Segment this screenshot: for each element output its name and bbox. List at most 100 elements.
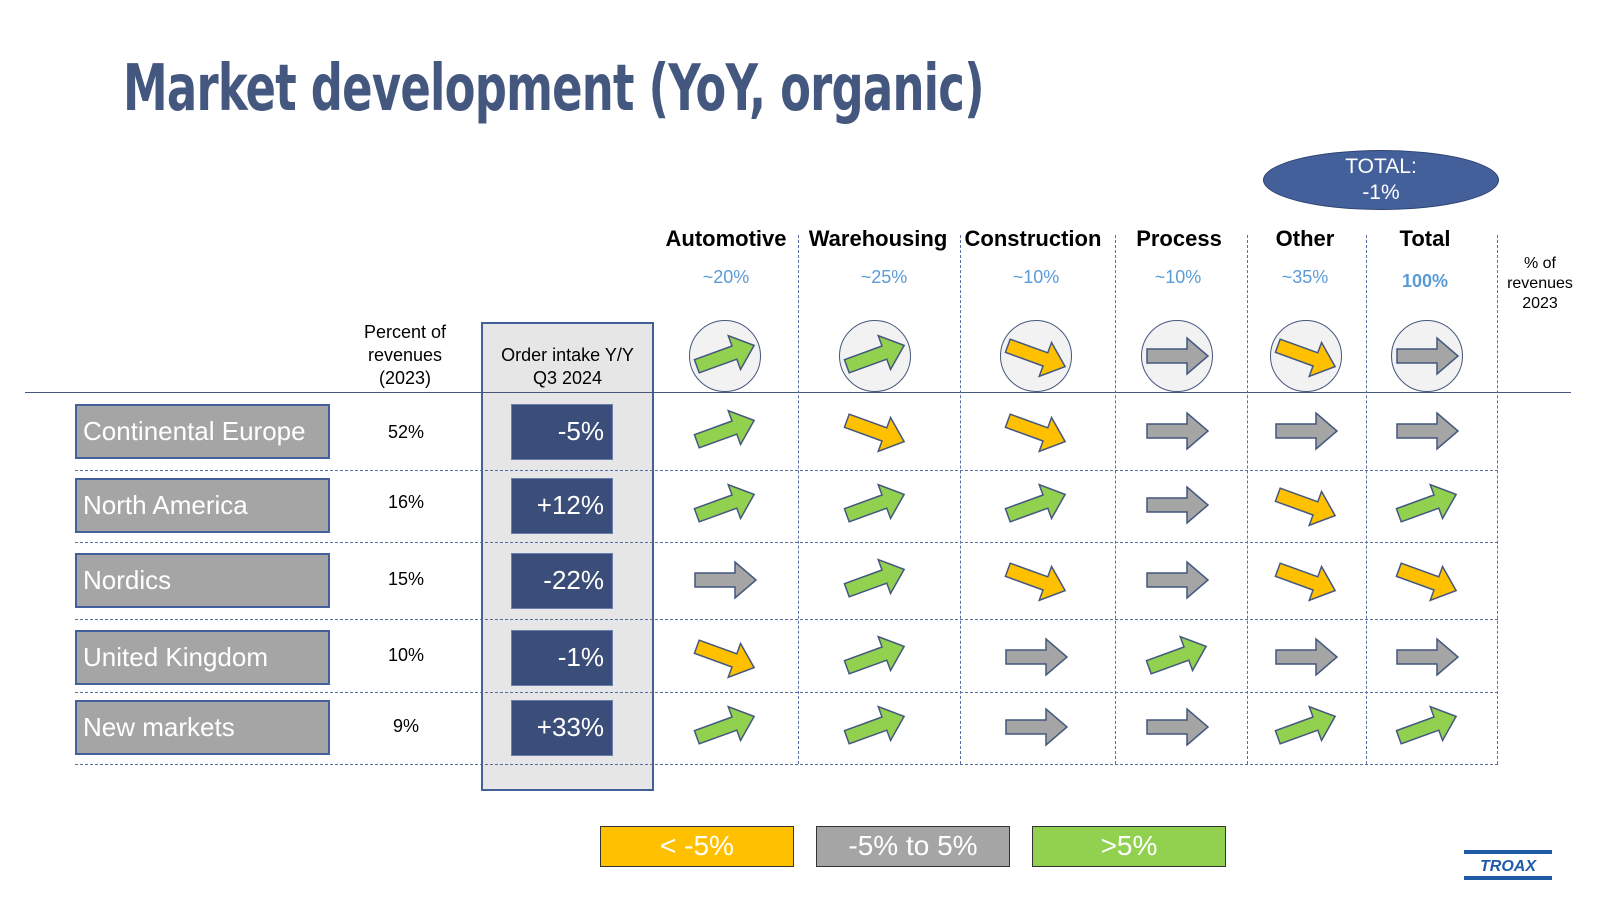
legend-label-stable: -5% to 5% xyxy=(848,830,978,861)
region-label-united-kingdom: United Kingdom xyxy=(75,630,330,685)
column-divider xyxy=(1497,235,1498,764)
trend-arrow-icon xyxy=(693,705,756,745)
order-intake-header-line2: Q3 2024 xyxy=(532,368,603,388)
trend-arrow-icon xyxy=(1275,411,1339,451)
troax-logo-text: TROAX xyxy=(1480,858,1537,875)
legend-item-growth: >5% xyxy=(1032,826,1226,867)
trend-arrow-icon-shape xyxy=(1004,413,1067,453)
order-intake-united-kingdom: -1% xyxy=(511,630,613,686)
order-intake-continental-europe: -5% xyxy=(511,404,613,460)
order-intake-new-markets: +33% xyxy=(511,700,613,756)
trend-arrow-icon xyxy=(843,705,906,745)
column-divider xyxy=(1247,235,1248,764)
trend-arrow-icon-shape xyxy=(693,483,756,523)
order-intake-nordics: -22% xyxy=(511,553,613,609)
trend-arrow-icon xyxy=(1274,705,1337,745)
trend-arrow-icon-shape xyxy=(843,413,906,453)
total-badge-label: TOTAL: xyxy=(1345,155,1417,178)
trend-arrow-icon xyxy=(843,483,906,523)
trend-arrow-icon xyxy=(1274,562,1337,602)
row-divider xyxy=(75,619,1498,620)
trend-arrow-icon xyxy=(1396,411,1460,451)
troax-logo-graphic: TROAX xyxy=(1464,850,1552,880)
segment-trend-circle xyxy=(1270,320,1342,392)
order-intake-north-america: +12% xyxy=(511,478,613,534)
trend-arrow-icon xyxy=(843,635,906,675)
trend-arrow-icon-shape xyxy=(1004,562,1067,602)
segment-trend-circle xyxy=(1000,320,1072,392)
trend-arrow-icon-shape xyxy=(1275,411,1339,451)
trend-arrow-icon-shape xyxy=(1274,487,1337,527)
trend-arrow-icon-shape xyxy=(694,560,758,600)
trend-arrow-icon xyxy=(1004,413,1067,453)
region-label-nordics: Nordics xyxy=(75,553,330,608)
trend-arrow-icon-shape xyxy=(1274,705,1337,745)
trend-arrow-icon xyxy=(1274,487,1337,527)
trend-arrow-icon-shape xyxy=(1145,635,1208,675)
trend-arrow-icon-shape xyxy=(1146,411,1210,451)
percent-continental-europe: 52% xyxy=(387,422,425,442)
trend-arrow-icon-shape xyxy=(1396,637,1460,677)
percent-north-america: 16% xyxy=(387,492,425,512)
segment-share-construction: ~10% xyxy=(1012,267,1060,287)
segment-share-automotive: ~20% xyxy=(702,267,750,287)
percent-revenues-line1: % of xyxy=(1523,255,1556,272)
trend-arrow-icon xyxy=(693,409,756,449)
segment-share-process: ~10% xyxy=(1154,267,1202,287)
percent-new-markets: 9% xyxy=(392,716,419,736)
percent-header-line1: Percent of xyxy=(363,322,447,342)
percent-of-revenues-header: Percent of revenues (2023) xyxy=(345,321,465,390)
trend-arrow-icon xyxy=(1004,483,1067,523)
row-divider xyxy=(75,470,1498,471)
legend-label-decline: < -5% xyxy=(660,830,734,861)
segment-trend-circle xyxy=(839,320,911,392)
trend-arrow-icon-shape xyxy=(1005,637,1069,677)
trend-arrow-icon xyxy=(1396,637,1460,677)
trend-arrow-icon xyxy=(1145,635,1208,675)
percent-header-line3: (2023) xyxy=(378,368,432,388)
trend-arrow-icon xyxy=(1005,707,1069,747)
trend-arrow-icon-shape xyxy=(843,558,906,598)
trend-arrow-icon-shape xyxy=(1275,637,1339,677)
trend-arrow-icon xyxy=(1146,411,1210,451)
percent-revenues-header: % of revenues 2023 xyxy=(1495,254,1585,314)
total-badge-value: -1% xyxy=(1362,181,1400,204)
trend-arrow-icon xyxy=(1275,637,1339,677)
row-divider xyxy=(75,764,1498,765)
trend-arrow-icon-shape xyxy=(693,705,756,745)
segment-trend-circle xyxy=(1141,320,1213,392)
trend-arrow-icon-shape xyxy=(1395,705,1458,745)
trend-arrow-icon xyxy=(1005,637,1069,677)
legend-label-growth: >5% xyxy=(1100,830,1158,861)
trend-arrow-icon-shape xyxy=(1004,483,1067,523)
region-label-new-markets: New markets xyxy=(75,700,330,755)
column-divider xyxy=(960,235,961,764)
segment-header-other: Other xyxy=(1275,226,1335,251)
column-divider xyxy=(1115,235,1116,764)
segment-share-other: ~35% xyxy=(1281,267,1329,287)
legend-item-stable: -5% to 5% xyxy=(816,826,1010,867)
trend-arrow-icon xyxy=(843,413,906,453)
trend-arrow-icon xyxy=(843,558,906,598)
column-divider xyxy=(798,235,799,764)
row-divider xyxy=(75,692,1498,693)
trend-arrow-icon-shape xyxy=(1146,485,1210,525)
region-label-north-america: North America xyxy=(75,478,330,533)
percent-revenues-line3: 2023 xyxy=(1522,295,1558,312)
segment-share-warehousing: ~25% xyxy=(860,267,908,287)
segment-header-construction: Construction xyxy=(964,226,1102,251)
segment-header-process: Process xyxy=(1136,226,1222,251)
segment-header-total: Total xyxy=(1399,226,1451,251)
trend-arrow-icon-shape xyxy=(1146,560,1210,600)
trend-arrow-icon xyxy=(1146,707,1210,747)
page-title: Market development (YoY, organic) xyxy=(123,52,985,126)
trend-arrow-icon-shape xyxy=(1005,707,1069,747)
segment-trend-circle xyxy=(689,320,761,392)
total-badge: TOTAL: -1% xyxy=(1263,150,1499,210)
trend-arrow-icon-shape xyxy=(693,409,756,449)
row-divider xyxy=(75,542,1498,543)
trend-arrow-icon-shape xyxy=(843,635,906,675)
troax-logo: TROAX xyxy=(1464,850,1552,880)
segment-header-warehousing: Warehousing xyxy=(808,226,948,251)
percent-revenues-line2: revenues xyxy=(1507,275,1573,292)
